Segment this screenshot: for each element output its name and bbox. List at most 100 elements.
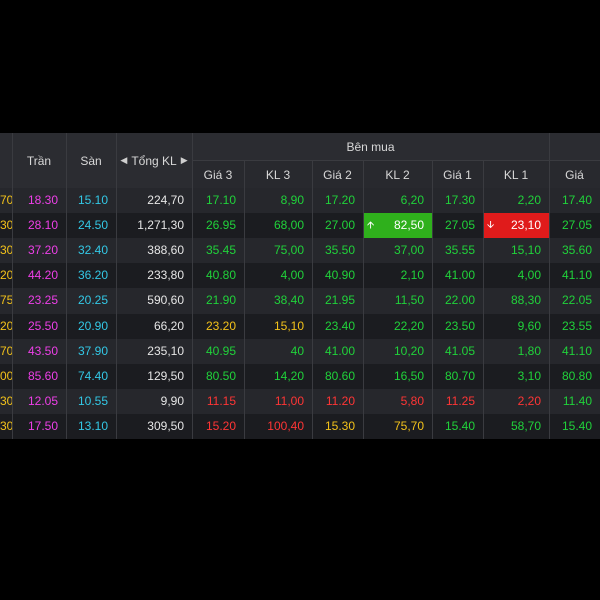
ref-fragment-cell-value: 30 xyxy=(0,393,14,408)
gia3-cell: 23.20 xyxy=(192,314,244,340)
kl3-cell-value: 100,40 xyxy=(267,418,304,433)
tran-cell: 37.20 xyxy=(12,238,66,264)
gia1-cell-value: 22.00 xyxy=(444,293,475,308)
header-ben-ban-partial xyxy=(549,133,600,161)
kl1-cell: 9,60 xyxy=(483,314,549,340)
header-kl1[interactable]: KL 1 xyxy=(483,161,549,188)
gia2-cell-value: 11.20 xyxy=(325,393,355,408)
gia3-cell-value: 11.15 xyxy=(206,393,236,408)
header-gia2[interactable]: Giá 2 xyxy=(312,161,363,188)
kl1-cell: 15,10 xyxy=(483,238,549,264)
header-kl2[interactable]: KL 2 xyxy=(363,161,432,188)
gia1-cell-value: 41.05 xyxy=(444,343,475,358)
gia3-cell: 21.90 xyxy=(192,288,244,314)
header-divider xyxy=(192,160,600,161)
gia3-cell: 80.50 xyxy=(192,364,244,390)
gia-next-cell-value: 41.10 xyxy=(561,343,592,358)
table-row[interactable]: 30 12.05 10.55 9,90 11.15 11,00 11.20 5,80 11.25… xyxy=(0,388,600,415)
gia3-cell-value: 40.80 xyxy=(205,268,236,283)
header-tong-kl[interactable]: ◀ Tổng KL ▶ xyxy=(116,133,192,188)
column-divider xyxy=(312,161,313,439)
price-board: Trần Sàn ◀ Tổng KL ▶ Bên mua Giá 3 KL 3 … xyxy=(0,133,600,439)
kl1-cell-value: 2,20 xyxy=(517,193,541,207)
tran-cell-value: 85.60 xyxy=(27,368,58,383)
kl1-cell: 🡫 23,10 xyxy=(483,213,549,239)
kl3-cell: 8,90 xyxy=(244,188,312,214)
tran-cell: 23.25 xyxy=(12,288,66,314)
san-cell: 13.10 xyxy=(66,414,116,439)
san-cell-value: 37.90 xyxy=(77,343,108,358)
gia1-cell: 15.40 xyxy=(432,414,483,439)
scroll-left-arrow-icon[interactable]: ◀ xyxy=(120,155,128,165)
table-row[interactable]: 30 37.20 32.40 388,60 35.45 75,00 35.50 37,00 35… xyxy=(0,238,600,264)
ref-fragment-cell: 70 xyxy=(0,339,13,365)
gia-next-cell: 41.10 xyxy=(549,263,600,289)
gia3-cell-value: 40.95 xyxy=(205,343,236,358)
header-san[interactable]: Sàn xyxy=(66,133,116,188)
column-divider xyxy=(244,161,245,439)
tong-kl-cell: 129,50 xyxy=(116,364,192,390)
table-row[interactable]: 30 17.50 13.10 309,50 15.20 100,40 15.30 75,70 1… xyxy=(0,413,600,439)
table-row[interactable]: 70 18.30 15.10 224,70 17.10 8,90 17.20 6,20 17.3… xyxy=(0,188,600,214)
ref-fragment-cell: 30 xyxy=(0,213,13,239)
ref-fragment-cell: 20 xyxy=(0,263,13,289)
header-gia1[interactable]: Giá 1 xyxy=(432,161,483,188)
gia2-cell-value: 23.40 xyxy=(324,318,355,333)
header-gia3[interactable]: Giá 3 xyxy=(192,161,244,188)
table-row[interactable]: 00 85.60 74.40 129,50 80.50 14,20 80.60 16,50 80… xyxy=(0,363,600,390)
gia-next-cell: 22.05 xyxy=(549,288,600,314)
kl3-cell: 14,20 xyxy=(244,364,312,390)
kl2-cell-value: 82,50 xyxy=(393,218,424,233)
gia2-cell-value: 80.60 xyxy=(324,368,355,383)
gia1-cell: 22.00 xyxy=(432,288,483,314)
scroll-right-arrow-icon[interactable]: ▶ xyxy=(180,155,188,165)
kl1-cell: 58,70 xyxy=(483,414,549,439)
table-row[interactable]: 30 28.10 24.50 1,271,30 26.95 68,00 27.00 🡩 82,5… xyxy=(0,213,600,239)
table-row[interactable]: 75 23.25 20.25 590,60 21.90 38,40 21.95 11,50 22… xyxy=(0,288,600,314)
san-cell: 37.90 xyxy=(66,339,116,365)
gia1-cell-value: 15.40 xyxy=(444,418,475,433)
tran-cell: 28.10 xyxy=(12,213,66,239)
gia2-cell: 40.90 xyxy=(312,263,363,289)
kl2-cell-value: 75,70 xyxy=(393,418,424,433)
gia-next-cell: 11.40 xyxy=(549,389,600,415)
tong-kl-cell: 590,60 xyxy=(116,288,192,314)
column-divider xyxy=(12,133,13,439)
gia1-cell: 35.55 xyxy=(432,238,483,264)
table-row[interactable]: 20 25.50 20.90 66,20 23.20 15,10 23.40 22,20 23.… xyxy=(0,313,600,340)
kl2-cell: 2,10 xyxy=(363,263,432,289)
kl2-cell: 10,20 xyxy=(363,339,432,365)
tong-kl-cell: 66,20 xyxy=(116,314,192,340)
kl1-cell-value: 1,80 xyxy=(517,343,541,358)
header-tran[interactable]: Trần xyxy=(12,133,66,188)
kl2-cell: 🡩 82,50 xyxy=(363,213,432,239)
gia2-cell: 11.20 xyxy=(312,389,363,415)
kl3-cell: 40 xyxy=(244,339,312,365)
gia3-cell: 40.95 xyxy=(192,339,244,365)
header-tong-kl-label: Tổng KL xyxy=(131,153,177,168)
table-row[interactable]: 20 44.20 36.20 233,80 40.80 4,00 40.90 2,10 41.0… xyxy=(0,263,600,289)
gia3-cell-value: 35.45 xyxy=(205,243,236,258)
ref-fragment-cell: 30 xyxy=(0,389,14,415)
gia2-cell: 23.40 xyxy=(312,314,363,340)
tong-kl-cell-value: 9,90 xyxy=(160,393,184,408)
header-kl3[interactable]: KL 3 xyxy=(244,161,312,188)
kl3-cell-value: 40 xyxy=(290,343,304,358)
table-row[interactable]: 70 43.50 37.90 235,10 40.95 40 41.00 10,20 41.05… xyxy=(0,338,600,365)
tong-kl-cell-value: 129,50 xyxy=(147,368,184,383)
gia2-cell-value: 35.50 xyxy=(324,243,355,258)
san-cell-value: 20.90 xyxy=(77,318,108,333)
kl3-cell-value: 75,00 xyxy=(273,243,304,258)
tran-cell-value: 17.50 xyxy=(27,418,58,433)
header-gia-next[interactable]: Giá xyxy=(549,161,600,188)
gia1-cell-value: 80.70 xyxy=(444,368,475,383)
tran-cell: 17.50 xyxy=(12,414,66,439)
gia-next-cell-value: 22.05 xyxy=(561,293,592,308)
gia-next-cell: 35.60 xyxy=(549,238,600,264)
gia-next-cell-value: 11.40 xyxy=(562,393,592,408)
kl3-cell: 11,00 xyxy=(244,389,312,415)
kl1-cell-value: 2,20 xyxy=(517,393,541,408)
tong-kl-cell-value: 388,60 xyxy=(147,243,184,258)
gia2-cell-value: 41.00 xyxy=(324,343,355,358)
san-cell: 24.50 xyxy=(66,213,116,239)
